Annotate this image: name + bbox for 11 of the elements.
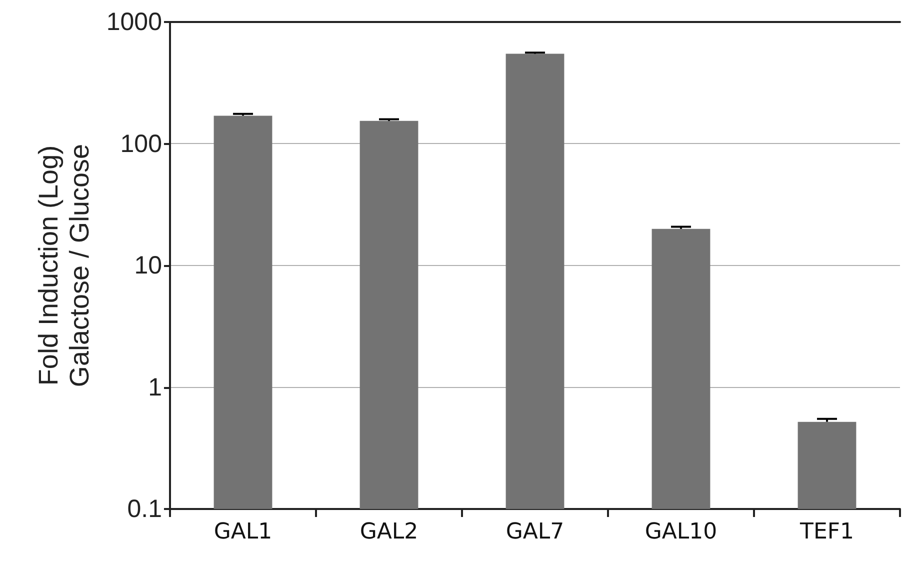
x-tick-label: TEF1 <box>799 520 854 544</box>
y-tick-label: 10 <box>134 252 162 280</box>
y-tick-label: 1 <box>148 373 162 402</box>
x-tick-label: GAL1 <box>214 520 272 544</box>
y-tick-label: 0.1 <box>127 495 162 523</box>
y-axis-title: Fold Induction (Log) Galactose / Glucose <box>34 144 94 388</box>
y-tick-label: 1000 <box>106 8 162 36</box>
x-tick-label: GAL2 <box>360 520 418 544</box>
x-tick-label: GAL10 <box>644 520 718 544</box>
x-tick-label: GAL7 <box>506 520 564 544</box>
y-tick-label: 100 <box>120 130 162 158</box>
